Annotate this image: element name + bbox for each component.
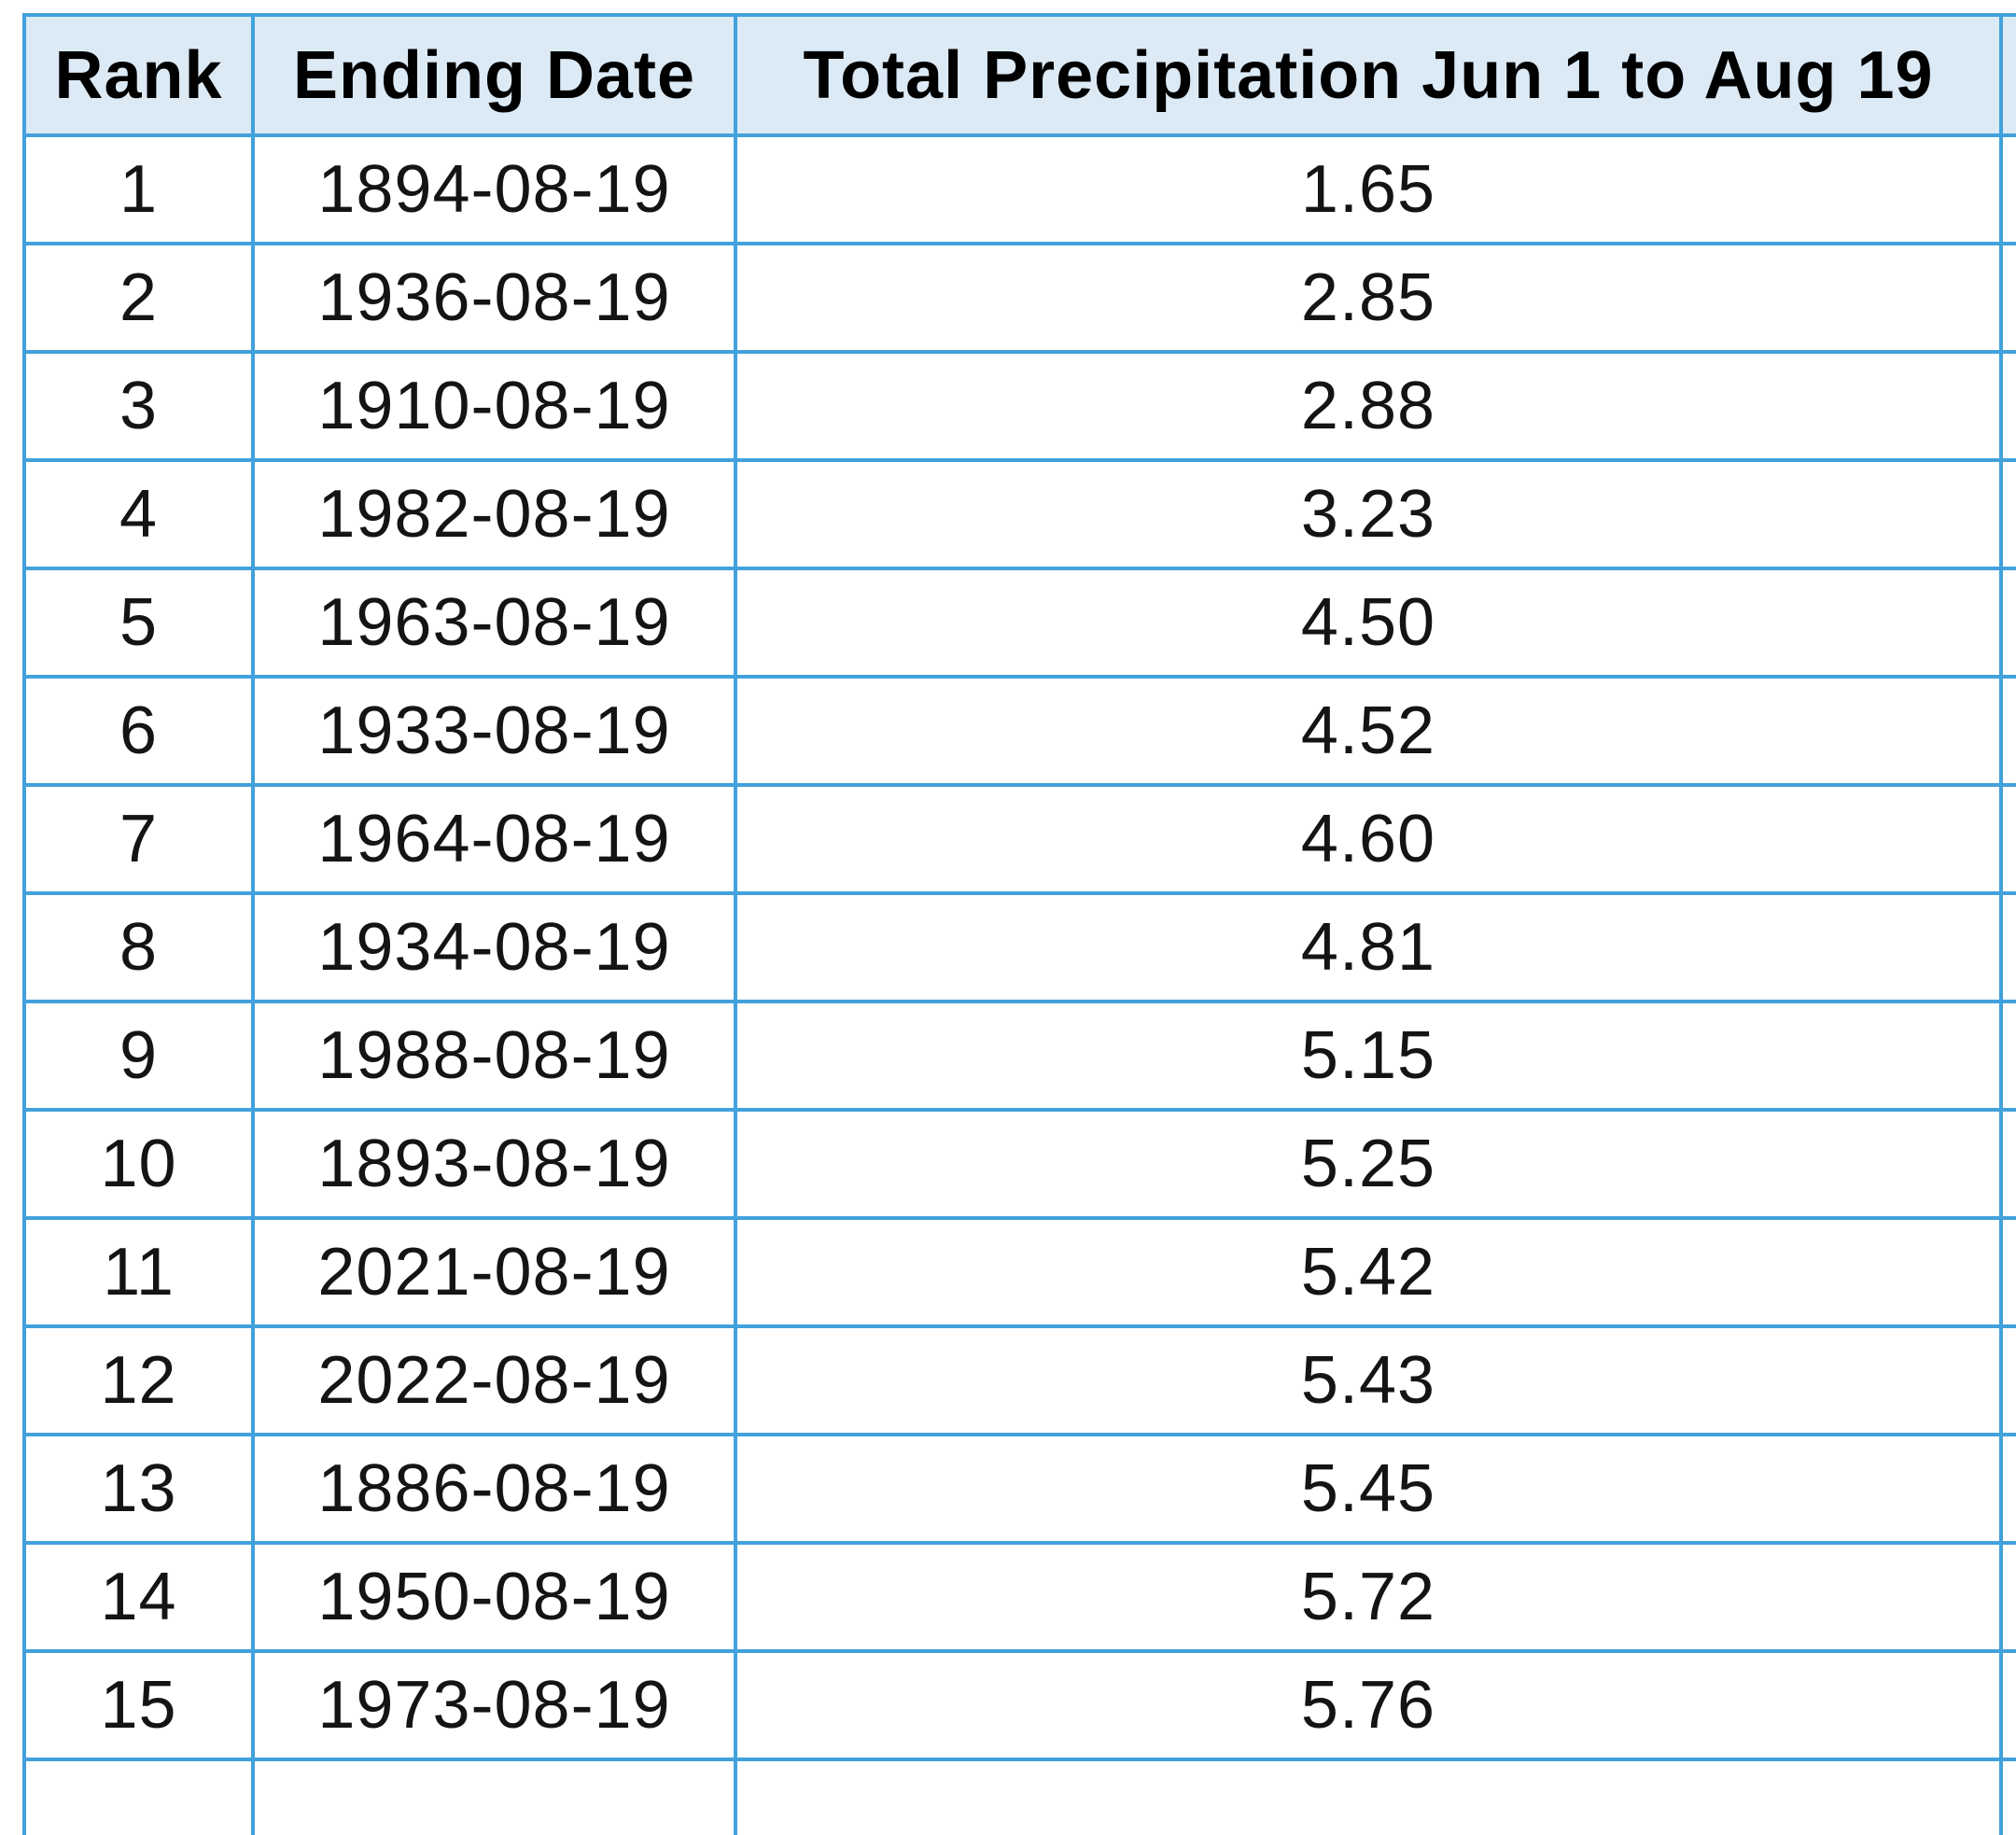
cell-rank: 12 bbox=[22, 1324, 255, 1436]
cell-precipitation: 4.81 bbox=[734, 891, 2003, 1003]
cell-precipitation: 5.76 bbox=[734, 1649, 2003, 1761]
cell-clipped bbox=[1999, 1216, 2016, 1328]
cell-ending-date: 1936-08-19 bbox=[251, 242, 737, 354]
table-row: 11 2021-08-19 5.42 bbox=[22, 1216, 2016, 1328]
table-row: 7 1964-08-19 4.60 bbox=[22, 783, 2016, 895]
table-row: 4 1982-08-19 3.23 bbox=[22, 458, 2016, 570]
cell-precipitation: 4.52 bbox=[734, 675, 2003, 787]
cell-rank: 14 bbox=[22, 1541, 255, 1653]
cell-precipitation: 5.42 bbox=[734, 1216, 2003, 1328]
cell-rank: 10 bbox=[22, 1108, 255, 1220]
cell-rank: 9 bbox=[22, 1000, 255, 1112]
cell-clipped bbox=[1999, 1324, 2016, 1436]
cell-ending-date bbox=[251, 1758, 737, 1835]
cell-rank: 1 bbox=[22, 133, 255, 245]
cell-precipitation: 4.50 bbox=[734, 567, 2003, 679]
column-header-rank: Rank bbox=[22, 13, 255, 137]
cell-clipped bbox=[1999, 1000, 2016, 1112]
cell-clipped bbox=[1999, 1541, 2016, 1653]
table-row: 12 2022-08-19 5.43 bbox=[22, 1324, 2016, 1436]
table-row: 13 1886-08-19 5.45 bbox=[22, 1433, 2016, 1545]
cell-ending-date: 1964-08-19 bbox=[251, 783, 737, 895]
cell-clipped bbox=[1999, 458, 2016, 570]
table-header: Rank Ending Date Total Precipitation Jun… bbox=[22, 13, 2016, 137]
cell-precipitation: 5.15 bbox=[734, 1000, 2003, 1112]
cell-clipped bbox=[1999, 1433, 2016, 1545]
cell-precipitation: 5.43 bbox=[734, 1324, 2003, 1436]
table-row: 15 1973-08-19 5.76 bbox=[22, 1649, 2016, 1761]
table-row: 14 1950-08-19 5.72 bbox=[22, 1541, 2016, 1653]
cell-clipped bbox=[1999, 675, 2016, 787]
table-row: 6 1933-08-19 4.52 bbox=[22, 675, 2016, 787]
cell-rank: 4 bbox=[22, 458, 255, 570]
cell-precipitation: 2.88 bbox=[734, 350, 2003, 462]
cell-clipped bbox=[1999, 1108, 2016, 1220]
cell-ending-date: 2022-08-19 bbox=[251, 1324, 737, 1436]
cell-precipitation: 2.85 bbox=[734, 242, 2003, 354]
table-row: 8 1934-08-19 4.81 bbox=[22, 891, 2016, 1003]
cell-ending-date: 1933-08-19 bbox=[251, 675, 737, 787]
cell-clipped bbox=[1999, 1649, 2016, 1761]
cell-rank: 8 bbox=[22, 891, 255, 1003]
cell-ending-date: 1894-08-19 bbox=[251, 133, 737, 245]
cell-precipitation: 3.23 bbox=[734, 458, 2003, 570]
cell-rank bbox=[22, 1758, 255, 1835]
table-row: 10 1893-08-19 5.25 bbox=[22, 1108, 2016, 1220]
cell-precipitation: 1.65 bbox=[734, 133, 2003, 245]
cell-ending-date: 1988-08-19 bbox=[251, 1000, 737, 1112]
cell-precipitation: 5.72 bbox=[734, 1541, 2003, 1653]
cell-clipped bbox=[1999, 242, 2016, 354]
table-row bbox=[22, 1758, 2016, 1835]
cell-clipped bbox=[1999, 1758, 2016, 1835]
table-row: 9 1988-08-19 5.15 bbox=[22, 1000, 2016, 1112]
cell-precipitation bbox=[734, 1758, 2003, 1835]
cell-rank: 15 bbox=[22, 1649, 255, 1761]
cell-rank: 11 bbox=[22, 1216, 255, 1328]
cell-ending-date: 1950-08-19 bbox=[251, 1541, 737, 1653]
cell-precipitation: 5.45 bbox=[734, 1433, 2003, 1545]
cell-rank: 2 bbox=[22, 242, 255, 354]
cell-rank: 6 bbox=[22, 675, 255, 787]
cell-precipitation: 4.60 bbox=[734, 783, 2003, 895]
cell-clipped bbox=[1999, 350, 2016, 462]
header-row: Rank Ending Date Total Precipitation Jun… bbox=[22, 13, 2016, 137]
cell-rank: 7 bbox=[22, 783, 255, 895]
column-header-clipped bbox=[1999, 13, 2016, 137]
cell-clipped bbox=[1999, 783, 2016, 895]
cell-ending-date: 2021-08-19 bbox=[251, 1216, 737, 1328]
cell-precipitation: 5.25 bbox=[734, 1108, 2003, 1220]
table-row: 2 1936-08-19 2.85 bbox=[22, 242, 2016, 354]
cell-ending-date: 1893-08-19 bbox=[251, 1108, 737, 1220]
cell-rank: 13 bbox=[22, 1433, 255, 1545]
cell-clipped bbox=[1999, 567, 2016, 679]
cell-clipped bbox=[1999, 891, 2016, 1003]
cell-ending-date: 1982-08-19 bbox=[251, 458, 737, 570]
table-row: 3 1910-08-19 2.88 bbox=[22, 350, 2016, 462]
table-body: 1 1894-08-19 1.65 2 1936-08-19 2.85 3 1910-08-1… bbox=[22, 133, 2016, 1835]
cell-ending-date: 1886-08-19 bbox=[251, 1433, 737, 1545]
table-row: 5 1963-08-19 4.50 bbox=[22, 567, 2016, 679]
cell-rank: 5 bbox=[22, 567, 255, 679]
cell-ending-date: 1910-08-19 bbox=[251, 350, 737, 462]
cell-rank: 3 bbox=[22, 350, 255, 462]
cell-clipped bbox=[1999, 133, 2016, 245]
table-row: 1 1894-08-19 1.65 bbox=[22, 133, 2016, 245]
cell-ending-date: 1973-08-19 bbox=[251, 1649, 737, 1761]
precipitation-rank-table: Rank Ending Date Total Precipitation Jun… bbox=[22, 13, 2016, 1835]
column-header-total-precipitation: Total Precipitation Jun 1 to Aug 19 bbox=[734, 13, 2003, 137]
cell-ending-date: 1934-08-19 bbox=[251, 891, 737, 1003]
column-header-ending-date: Ending Date bbox=[251, 13, 737, 137]
cell-ending-date: 1963-08-19 bbox=[251, 567, 737, 679]
